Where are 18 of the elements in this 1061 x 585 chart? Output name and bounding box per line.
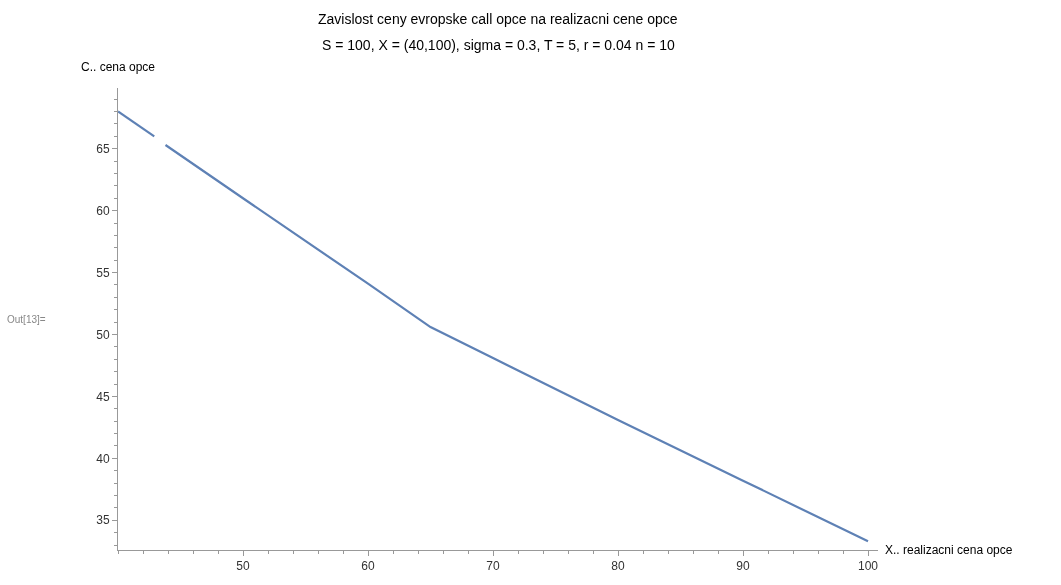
y-tick-label: 60 [96,203,110,218]
x-axis-title: X.. realizacni cena opce [885,543,1013,557]
y-tick-label: 50 [96,327,110,342]
text: Out[13]= [7,314,46,325]
x-tick-label: 100 [857,559,879,574]
y-tick-label: 35 [96,513,110,528]
y-tick-label: 40 [96,451,110,466]
chart-subtitle: S = 100, X = (40,100), sigma = 0.3, T = 5, r = 0.04 n = 10 [322,37,676,53]
x-tick-label: 70 [486,559,500,574]
y-tick-label: 65 [96,141,110,156]
y-tick-label: 45 [96,389,110,404]
y-axis-title: C.. cena opce [81,60,156,74]
x-tick-label: 80 [611,559,625,574]
y-tick-label: 55 [96,265,110,280]
x-tick-label: 90 [736,559,750,574]
x-tick-label: 50 [236,559,250,574]
chart-title: Zavislost ceny evropske call opce na realizacni cene opce [318,11,678,27]
x-tick-label: 60 [361,559,375,574]
